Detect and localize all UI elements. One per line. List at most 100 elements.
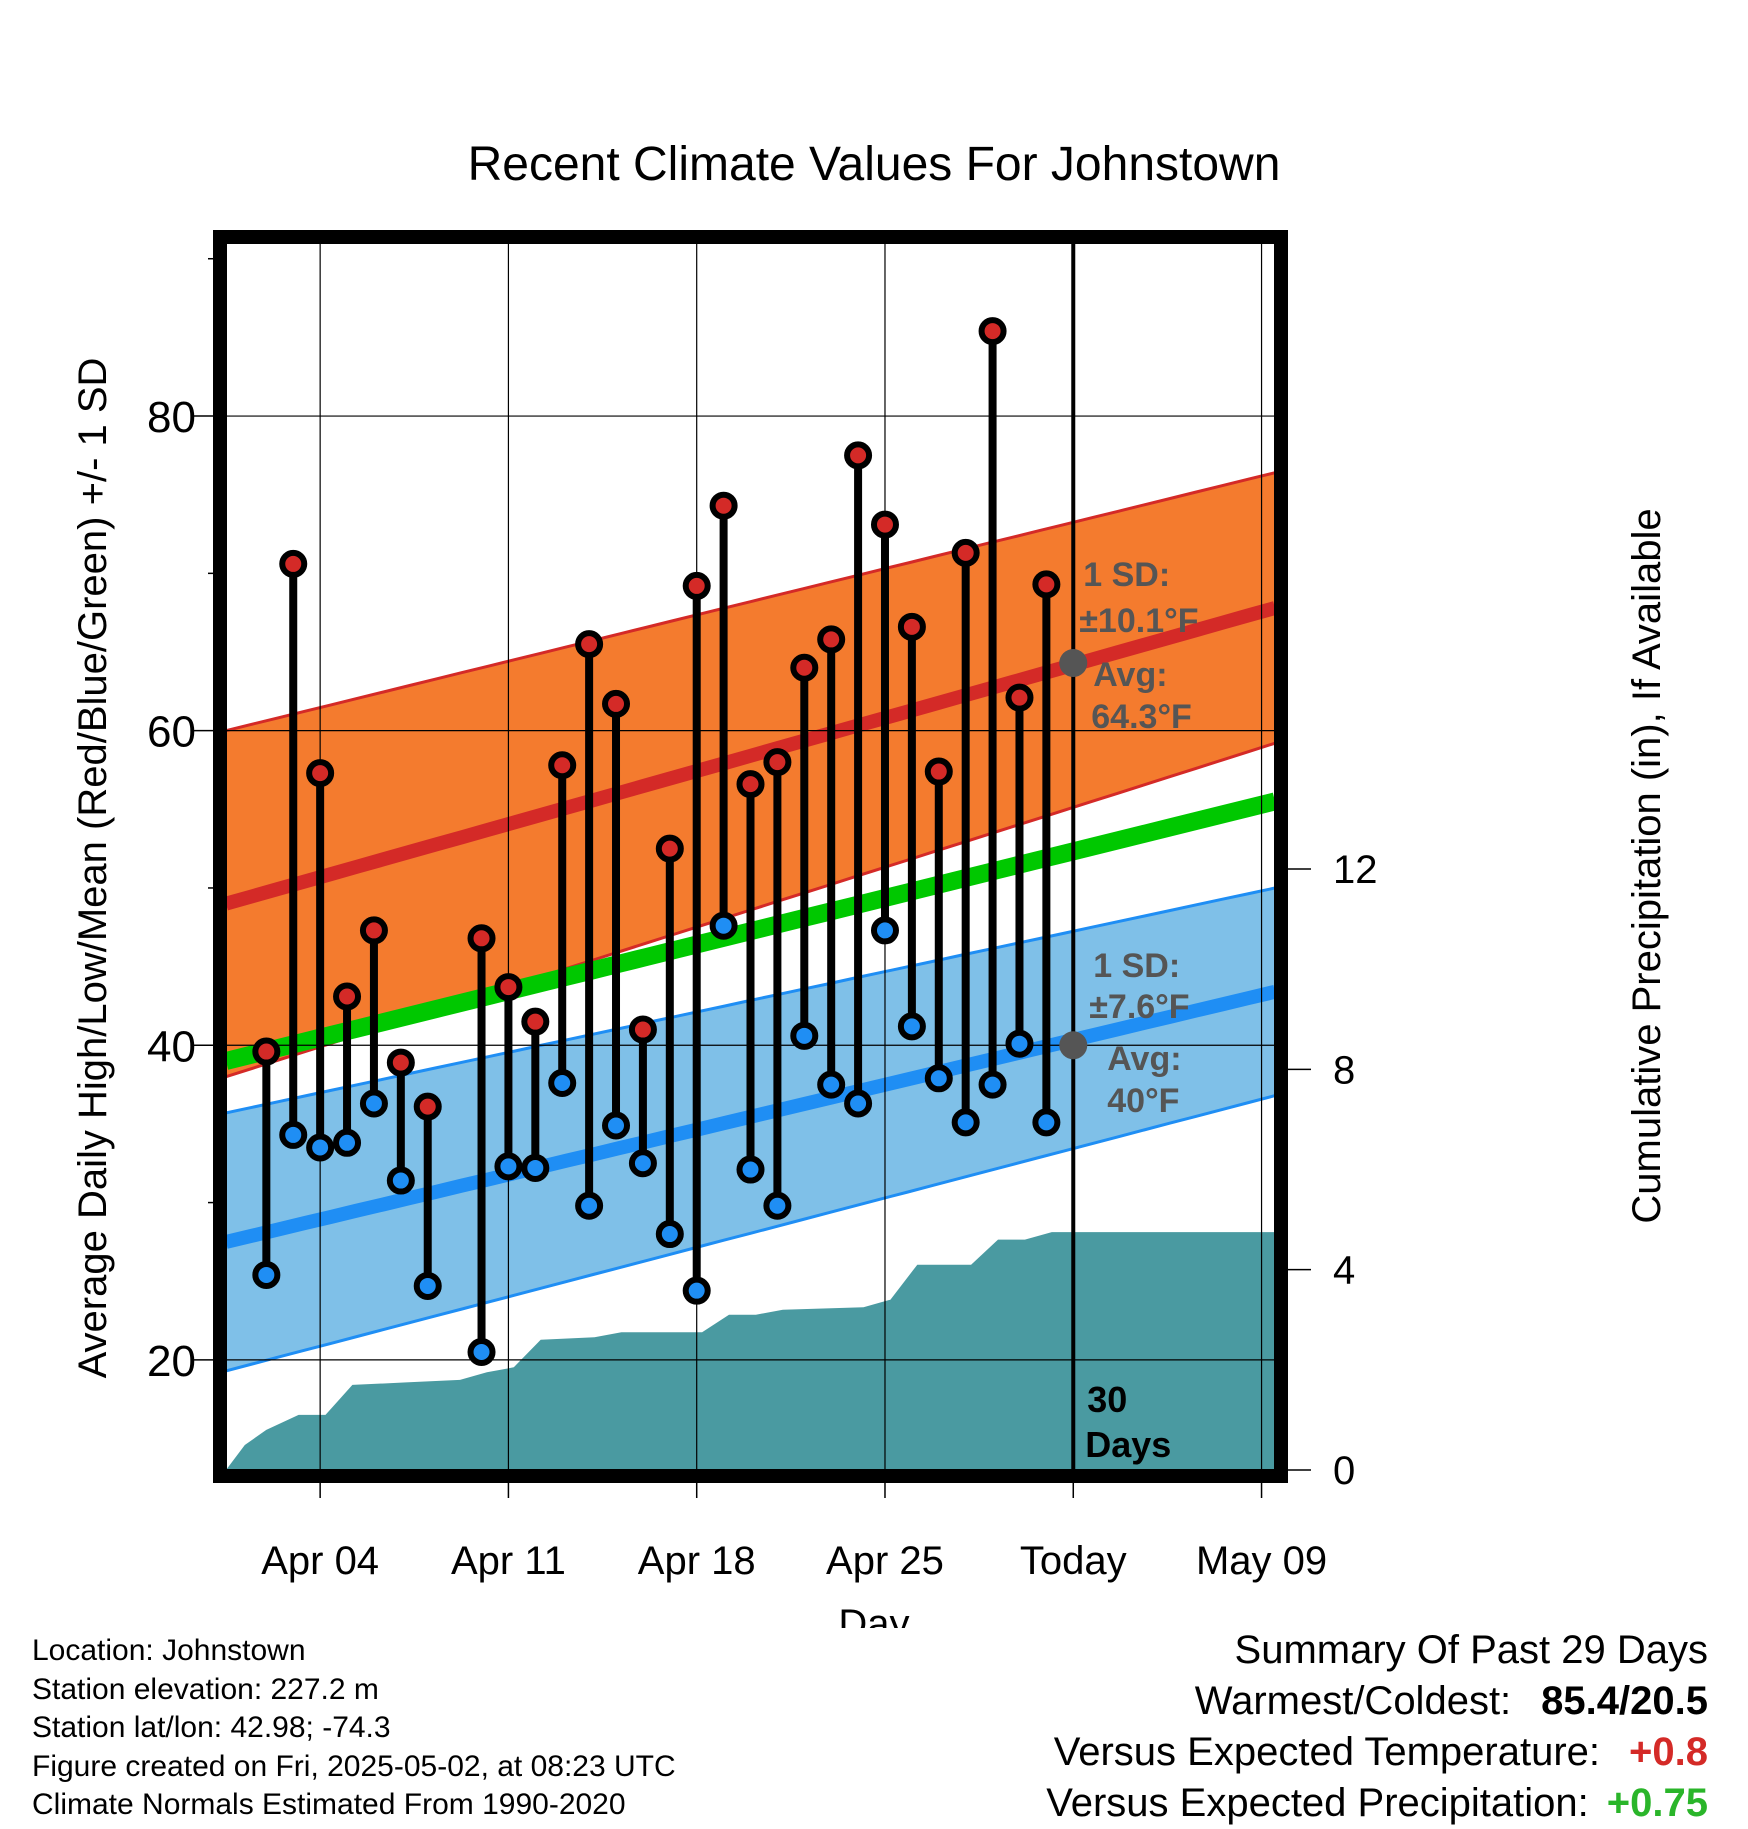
daily-low-point bbox=[951, 1108, 980, 1137]
daily-low-point bbox=[628, 1149, 657, 1178]
y-tick-label: 80 bbox=[147, 393, 196, 442]
daily-low-point bbox=[333, 1128, 362, 1157]
temp-label: Versus Expected Temperature: bbox=[1053, 1730, 1600, 1774]
x-tick-label: Today bbox=[1020, 1539, 1127, 1583]
location-text: Location: Johnstown bbox=[32, 1634, 306, 1667]
today-low-avg-marker bbox=[1059, 1031, 1088, 1060]
plot-frame bbox=[213, 230, 1288, 1483]
daily-low-point bbox=[252, 1260, 281, 1289]
daily-high-point bbox=[628, 1015, 657, 1044]
y-tick-label: 40 bbox=[147, 1022, 196, 1071]
daily-high-point bbox=[951, 538, 980, 567]
x-axis-label: Day bbox=[838, 1602, 909, 1628]
days-count-label: Days bbox=[1085, 1424, 1171, 1465]
daily-low-point bbox=[870, 916, 899, 945]
daily-high-point bbox=[306, 759, 335, 788]
daily-low-point bbox=[763, 1191, 792, 1220]
daily-high-point bbox=[790, 653, 819, 682]
latlon-text: Station lat/lon: 42.98; -74.3 bbox=[32, 1711, 391, 1744]
daily-high-point bbox=[844, 441, 873, 470]
chart-title: Recent Climate Values For Johnstown bbox=[468, 138, 1281, 191]
daily-low-point bbox=[978, 1070, 1007, 1099]
high-avg-value: 64.3°F bbox=[1091, 698, 1192, 736]
daily-low-point bbox=[548, 1069, 577, 1098]
daily-low-point bbox=[682, 1276, 711, 1305]
daily-high-point bbox=[333, 982, 362, 1011]
daily-high-point bbox=[386, 1048, 415, 1077]
low-avg-label: Avg: bbox=[1107, 1040, 1181, 1078]
x-tick-label: Apr 11 bbox=[451, 1539, 566, 1583]
daily-high-point bbox=[602, 689, 631, 718]
daily-low-point bbox=[1032, 1108, 1061, 1137]
warmest-label: Warmest/Coldest: bbox=[1194, 1679, 1512, 1723]
daily-high-point bbox=[763, 748, 792, 777]
daily-high-point bbox=[897, 612, 926, 641]
daily-high-point bbox=[548, 751, 577, 780]
daily-low-point bbox=[897, 1012, 926, 1041]
daily-high-point bbox=[817, 625, 846, 654]
precip-value: +0.75 bbox=[1606, 1781, 1708, 1825]
daily-high-point bbox=[1032, 570, 1061, 599]
daily-low-point bbox=[844, 1089, 873, 1118]
daily-low-point bbox=[494, 1152, 523, 1181]
daily-high-point bbox=[1005, 683, 1034, 712]
daily-low-point bbox=[655, 1220, 684, 1249]
low-sd-label: 1 SD: bbox=[1093, 947, 1180, 985]
station-info: Location: Johnstown Station elevation: 2… bbox=[32, 1632, 676, 1825]
low-avg-value: 40°F bbox=[1107, 1082, 1179, 1120]
low-sd-lower-edge bbox=[226, 1094, 1275, 1373]
daily-high-point bbox=[279, 549, 308, 578]
summary-warmest-row: Warmest/Coldest: 85.4/20.5 bbox=[1046, 1676, 1708, 1727]
daily-low-point bbox=[1005, 1029, 1034, 1058]
daily-low-point bbox=[602, 1111, 631, 1140]
daily-low-point bbox=[521, 1153, 550, 1182]
daily-high-point bbox=[924, 757, 953, 786]
y-tick-label: 60 bbox=[147, 708, 196, 757]
daily-low-point bbox=[575, 1191, 604, 1220]
high-avg-label: Avg: bbox=[1093, 656, 1167, 694]
x-tick-label: Apr 04 bbox=[261, 1539, 379, 1583]
y2-tick-label: 8 bbox=[1333, 1048, 1355, 1092]
daily-high-point bbox=[978, 317, 1007, 346]
daily-high-point bbox=[682, 571, 711, 600]
daily-low-point bbox=[359, 1089, 388, 1118]
daily-low-point bbox=[413, 1271, 442, 1300]
summary-title: Summary Of Past 29 Days bbox=[1234, 1628, 1708, 1672]
plot-area bbox=[226, 243, 1275, 1470]
daily-low-point bbox=[386, 1166, 415, 1195]
daily-low-point bbox=[709, 911, 738, 940]
daily-high-point bbox=[870, 510, 899, 539]
daily-high-point bbox=[252, 1037, 281, 1066]
daily-high-point bbox=[494, 973, 523, 1002]
temp-value: +0.8 bbox=[1629, 1730, 1708, 1774]
daily-low-point bbox=[279, 1120, 308, 1149]
low-sd-value: ±7.6°F bbox=[1089, 988, 1189, 1026]
daily-high-point bbox=[413, 1092, 442, 1121]
summary-panel: Summary Of Past 29 Days Warmest/Coldest:… bbox=[1046, 1625, 1708, 1829]
daily-low-point bbox=[306, 1133, 335, 1162]
y2-tick-label: 4 bbox=[1333, 1249, 1355, 1293]
daily-low-point bbox=[924, 1064, 953, 1093]
normal-high-line bbox=[226, 601, 1275, 911]
daily-high-point bbox=[575, 630, 604, 659]
high-sd-label: 1 SD: bbox=[1083, 556, 1170, 594]
daily-high-point bbox=[709, 491, 738, 520]
today-high-avg-marker bbox=[1059, 649, 1088, 678]
y2-tick-label: 12 bbox=[1333, 848, 1378, 892]
x-tick-label: Apr 18 bbox=[638, 1539, 756, 1583]
days-count-number: 30 bbox=[1087, 1379, 1127, 1420]
daily-high-point bbox=[655, 834, 684, 863]
summary-temp-row: Versus Expected Temperature: +0.8 bbox=[1046, 1727, 1708, 1778]
normals-text: Climate Normals Estimated From 1990-2020 bbox=[32, 1788, 626, 1821]
daily-low-point bbox=[467, 1338, 496, 1367]
x-tick-label: Apr 25 bbox=[826, 1539, 944, 1583]
x-tick-label: May 09 bbox=[1196, 1539, 1327, 1583]
high-sd-value: ±10.1°F bbox=[1079, 602, 1198, 640]
daily-low-point bbox=[736, 1155, 765, 1184]
warmest-value: 85.4/20.5 bbox=[1541, 1679, 1708, 1723]
daily-high-point bbox=[521, 1007, 550, 1036]
high-sd-upper-edge bbox=[226, 471, 1275, 733]
y2-tick-label: 0 bbox=[1333, 1449, 1355, 1493]
daily-high-point bbox=[736, 770, 765, 799]
